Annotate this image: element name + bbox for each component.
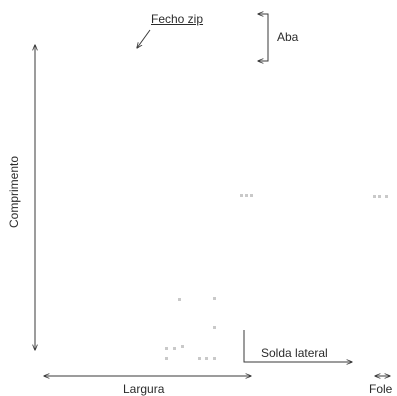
flap-bracket (258, 14, 269, 61)
flap-label: Aba (277, 30, 299, 44)
width-label: Largura (123, 382, 165, 396)
zipper-label: Fecho zip (151, 12, 204, 26)
side-seal-leader-arrow (243, 330, 352, 362)
length-label: Comprimento (7, 155, 22, 229)
zipper-leader-arrow (137, 29, 151, 48)
faint-image-artifacts (165, 194, 388, 360)
gusset-label: Fole (369, 382, 393, 396)
side-seal-label: Solda lateral (261, 346, 328, 360)
